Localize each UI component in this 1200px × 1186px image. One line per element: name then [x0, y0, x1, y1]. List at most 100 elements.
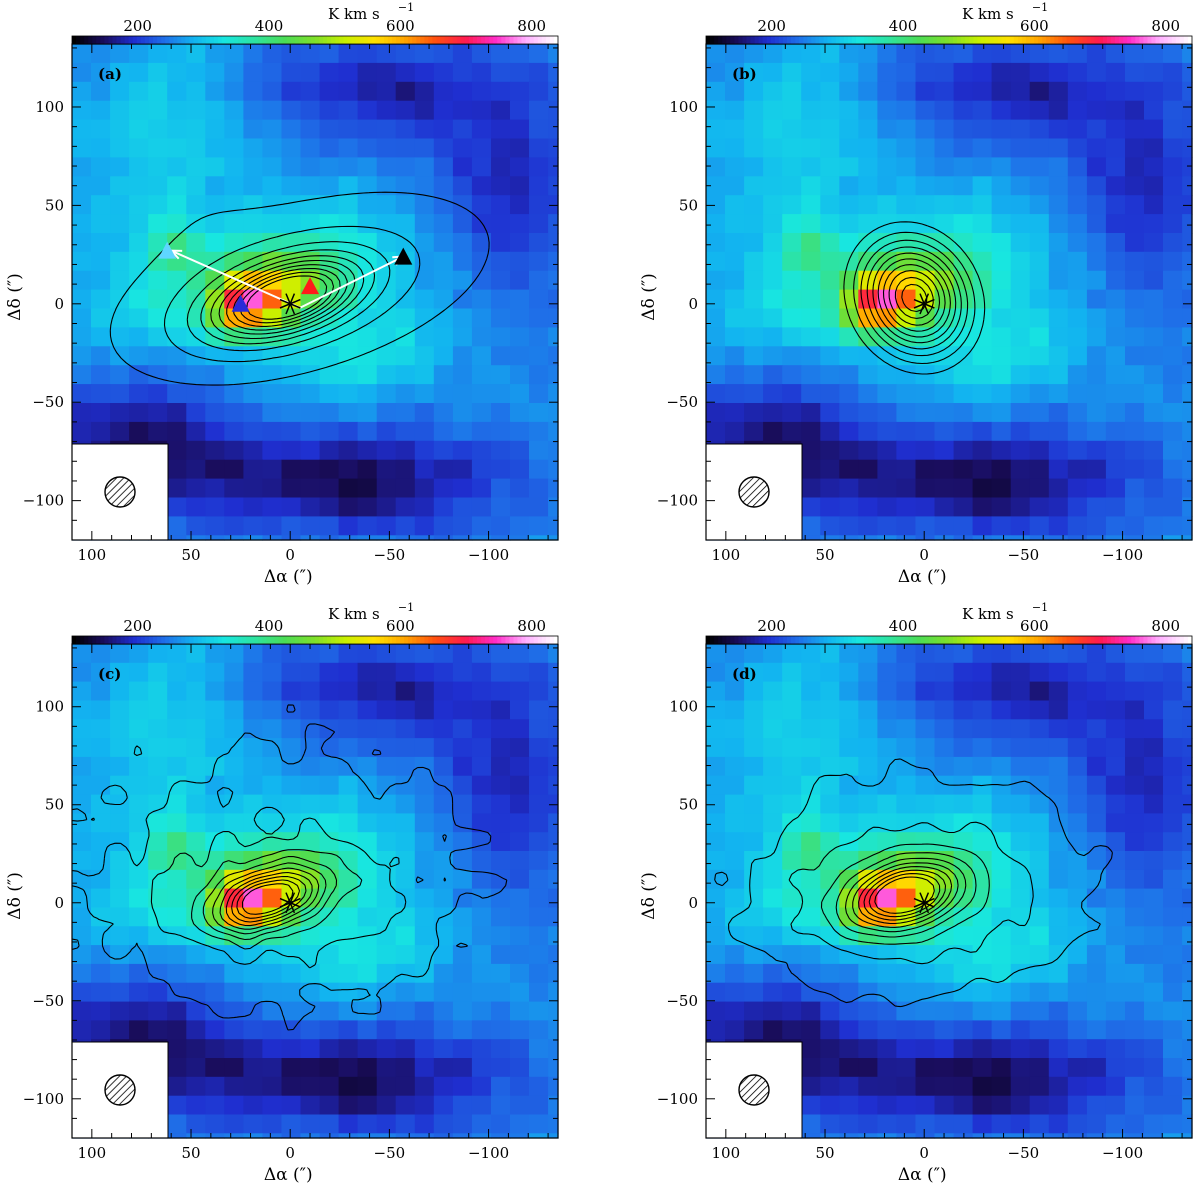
heatmap-cell	[491, 233, 511, 253]
heatmap-cell	[148, 214, 168, 234]
heatmap-cell	[148, 195, 168, 215]
heatmap-cell	[896, 644, 916, 664]
heatmap-cell	[1163, 775, 1183, 796]
heatmap-cell	[991, 681, 1012, 701]
heatmap-cell	[72, 289, 92, 310]
heatmap-cell	[510, 251, 530, 272]
heatmap-cell	[529, 251, 549, 272]
colorbar-segment	[294, 36, 300, 44]
colorbar-segment	[319, 36, 324, 44]
heatmap-cell	[706, 157, 726, 177]
heatmap-cell	[205, 478, 225, 499]
heatmap-cell	[706, 62, 726, 83]
heatmap-cell	[281, 926, 302, 946]
colorbar-tick-label: 800	[1151, 617, 1180, 635]
heatmap-cell	[471, 233, 492, 253]
heatmap-cell	[1048, 926, 1069, 946]
heatmap-cell	[1067, 478, 1088, 499]
y-tick-label: −50	[666, 992, 698, 1010]
heatmap-cell	[1182, 119, 1193, 140]
heatmap-cell	[433, 497, 454, 517]
heatmap-cell	[1010, 138, 1031, 158]
colorbar-tick-label: 400	[889, 17, 918, 35]
heatmap-cell	[1163, 346, 1183, 366]
heatmap-cell	[376, 926, 397, 946]
y-axis-label: Δδ (″)	[5, 872, 25, 920]
heatmap-cell	[877, 1133, 897, 1139]
heatmap-cell	[915, 138, 936, 158]
colorbar-segment	[754, 36, 760, 44]
colorbar-segment	[189, 636, 194, 644]
heatmap-cell	[953, 81, 974, 102]
colorbar-segment	[72, 36, 77, 44]
colorbar-segment	[391, 636, 397, 644]
heatmap-cell	[243, 681, 263, 701]
colorbar-segment	[803, 636, 808, 644]
heatmap-cell	[1125, 1058, 1145, 1078]
heatmap-cell	[953, 195, 974, 215]
heatmap-cell	[763, 982, 783, 1003]
heatmap-cell	[148, 62, 168, 83]
heatmap-cell	[529, 1095, 549, 1116]
heatmap-cell	[548, 44, 559, 64]
heatmap-cell	[357, 138, 378, 158]
heatmap-cell	[820, 738, 840, 758]
heatmap-cell	[186, 963, 206, 984]
heatmap-cell	[338, 535, 359, 541]
heatmap-cell	[262, 176, 282, 196]
x-tick-label: 50	[181, 1144, 200, 1162]
outflow-arrow	[299, 255, 404, 309]
heatmap-cell	[129, 775, 149, 796]
heatmap-cell	[801, 1076, 821, 1097]
heatmap-cell	[915, 421, 936, 442]
heatmap-cell	[148, 421, 168, 442]
colorbar-segment	[1135, 36, 1140, 44]
heatmap-cell	[433, 100, 454, 121]
panel-label: (c)	[98, 665, 121, 683]
heatmap-cell	[548, 535, 559, 541]
heatmap-cell	[1029, 907, 1050, 927]
heatmap-cell	[706, 384, 726, 404]
heatmap-cell	[205, 81, 225, 102]
heatmap-cell	[167, 644, 187, 664]
heatmap-cell	[801, 982, 821, 1003]
heatmap-cell	[224, 251, 244, 272]
heatmap-cell	[991, 1039, 1012, 1059]
colorbar-segment	[96, 636, 101, 644]
heatmap-cell	[319, 832, 340, 852]
heatmap-cell	[782, 233, 802, 253]
heatmap-cell	[452, 100, 473, 121]
colorbar-segment	[742, 636, 748, 644]
heatmap-cell	[801, 384, 821, 404]
heatmap-cell	[744, 888, 764, 908]
heatmap-cell	[706, 403, 726, 423]
heatmap-cell	[1144, 289, 1164, 310]
heatmap-cell	[224, 1114, 244, 1134]
heatmap-cell	[1086, 832, 1107, 852]
heatmap-cell	[548, 1001, 559, 1021]
heatmap-cell	[744, 907, 764, 927]
heatmap-cell	[91, 251, 111, 272]
heatmap-cell	[820, 327, 840, 347]
heatmap-cell	[991, 1058, 1012, 1078]
heatmap-cell	[72, 138, 92, 158]
colorbar-segment	[408, 636, 413, 644]
heatmap-cell	[319, 440, 340, 461]
heatmap-cell	[529, 907, 549, 927]
heatmap-cell	[1182, 1001, 1193, 1021]
heatmap-cell	[129, 963, 149, 984]
y-tick-label: 50	[679, 196, 698, 214]
heatmap-cell	[338, 1114, 359, 1134]
heatmap-cell	[548, 756, 559, 777]
heatmap-cell	[934, 1020, 955, 1040]
heatmap-cell	[972, 346, 993, 366]
heatmap-cell	[529, 270, 549, 291]
heatmap-cell	[1182, 832, 1193, 852]
heatmap-cell	[110, 907, 130, 927]
heatmap-cell	[1144, 1095, 1164, 1116]
heatmap-cell	[934, 945, 955, 965]
heatmap-cell	[167, 176, 187, 196]
heatmap-cell	[281, 478, 302, 499]
colorbar-segment	[945, 636, 950, 644]
